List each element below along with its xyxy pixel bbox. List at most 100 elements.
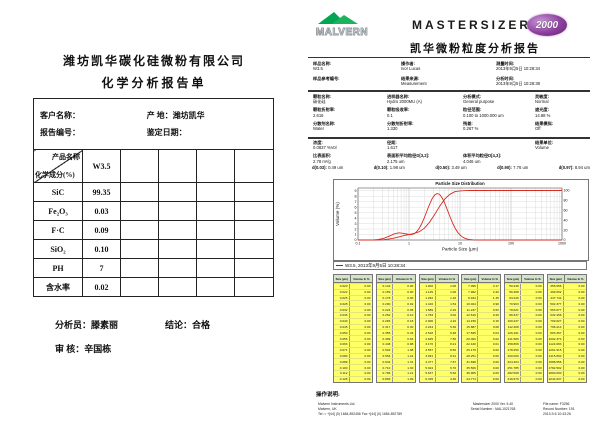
volume-cell: 8.31	[450, 353, 457, 358]
field-label: 比表面积:	[313, 153, 332, 159]
legend-line-sample	[336, 265, 343, 266]
volume-cell: 8.21	[450, 342, 457, 347]
size-cell: 502.377	[548, 301, 564, 307]
size-cell: 0.028	[334, 301, 350, 307]
result-row: 22.440 0.01	[462, 340, 501, 347]
footer-line: Malvern, UK	[318, 407, 337, 412]
malvern-logo: MALVERN	[315, 12, 368, 38]
result-row: 0.710 1.30	[376, 364, 415, 370]
result-row: 100.237 0.00	[505, 317, 544, 324]
size-cell: 0.032	[334, 307, 350, 312]
field-value: Hydro 2000MU (A)	[387, 99, 422, 105]
volume-cell: 8.50	[450, 348, 457, 353]
badge-2000-text: 2000	[535, 19, 559, 31]
size-cell: 0.356	[377, 330, 393, 336]
volume-cell: 1.21	[407, 371, 414, 376]
field-label: 操作者:	[401, 61, 415, 66]
result-row: 3.557 8.50	[419, 346, 458, 353]
result-row: 1.783 3.02	[419, 311, 458, 318]
mastersizer-2000-badge: 2000	[527, 14, 567, 36]
size-cell: 0.317	[377, 324, 393, 330]
size-cell: 0.025	[334, 295, 350, 301]
volume-cell: 0.00	[492, 359, 499, 364]
component-name: SiO₂	[33, 239, 83, 259]
size-cell: 0.045	[334, 324, 350, 330]
svg-text:100: 100	[564, 189, 570, 193]
component-name: 含水率	[33, 277, 83, 297]
result-group: Size (µm) Volume In % 0.020 0.00 0.022 0.00 0.…	[333, 274, 373, 383]
result-row: 355.656 0.00	[547, 283, 586, 289]
size-cell: 0.502	[377, 347, 393, 353]
volume-cell: 0.29	[492, 313, 499, 318]
volume-cell: 0.00	[364, 301, 371, 306]
size-cell: 11.247	[462, 307, 479, 312]
field-label: 分析模式:	[463, 94, 482, 99]
size-cell: 0.252	[377, 312, 393, 318]
volume-column-header: Volume In %	[438, 276, 456, 281]
volume-column-header: Volume In %	[567, 276, 584, 281]
d-value: d(0.10): 1.98 um	[374, 165, 405, 170]
empty-cell	[196, 277, 235, 297]
volume-cell: 0.00	[364, 342, 371, 347]
size-cell: 0.063	[334, 341, 350, 347]
size-cell: 355.656	[548, 284, 564, 289]
size-cell: 1.589	[420, 307, 436, 312]
volume-column-header: Volume In %	[481, 276, 498, 281]
empty-cell	[234, 220, 274, 240]
customer-name-label: 客户名称：	[40, 111, 80, 120]
svg-text:0: 0	[355, 238, 357, 242]
volume-cell: 0.00	[364, 319, 371, 324]
size-cell: 0.036	[334, 312, 350, 318]
size-cell: 70.963	[505, 301, 522, 307]
volume-cell: 0.00	[535, 319, 542, 324]
result-row: 0.356 0.46	[376, 329, 415, 336]
result-row: 0.022 0.00	[334, 288, 372, 295]
volume-cell: 7.50	[450, 336, 457, 341]
result-row: 2.518 6.48	[419, 329, 458, 336]
size-cell: 0.100	[334, 365, 350, 370]
d-value-number: 7.76 um	[513, 165, 529, 170]
size-cell: 0.126	[334, 376, 350, 382]
d-value: d(0.97): 8.94 um	[559, 165, 590, 170]
product-grade-cell: W3.5	[82, 149, 121, 183]
volume-cell: 0.00	[364, 371, 371, 376]
volume-cell: 0.00	[535, 324, 542, 329]
component-value: 0.03	[82, 201, 121, 221]
size-cell: 0.142	[377, 284, 393, 289]
empty-cell	[120, 277, 159, 297]
result-row: 316.979 0.00	[505, 375, 544, 382]
field-value: Measurement	[401, 81, 427, 87]
chem-header-row: 产品名称 化学成分(%) W3.5	[33, 149, 274, 183]
svg-text:5: 5	[355, 211, 357, 215]
svg-text:100: 100	[508, 242, 514, 246]
field-value: Ivor Lucas	[401, 66, 421, 72]
result-row: 0.893 1.09	[376, 375, 415, 382]
field: 比表面积: 2.78 m²/g	[312, 153, 386, 164]
volume-cell: 0.53	[492, 307, 499, 312]
field: 浓度: 0.0837 %Vol	[312, 140, 386, 151]
malvern-mountain-icon	[332, 15, 358, 24]
footer-line: Mastersizer 2000 Ver. 5.40	[472, 402, 514, 406]
result-row: 632.456 0.00	[547, 311, 586, 318]
reviewer-name: 辛国栋	[84, 344, 112, 354]
size-cell: 0.200	[377, 301, 393, 307]
result-row: 28.251 0.00	[462, 352, 501, 359]
result-row: 1.125 1.00	[419, 288, 458, 295]
footer-line: Tel := +[44] (0) 1684-892456 Fax +[44] (…	[318, 412, 402, 417]
svg-text:40: 40	[564, 218, 568, 222]
size-cell: 0.710	[377, 365, 393, 370]
field-value: Off	[535, 126, 541, 132]
psd-report-title: 凯华微粉粒度分析报告	[410, 43, 540, 55]
field-label: 进样器名称:	[387, 94, 410, 99]
volume-cell: 0.00	[535, 290, 542, 295]
size-cell: 2.518	[420, 330, 436, 336]
size-column-header: Size (µm)	[377, 275, 394, 282]
field-value: 0.267 %	[463, 126, 479, 132]
volume-cell: 0.00	[535, 342, 542, 347]
result-row: 1.002 1.00	[419, 283, 458, 289]
chem-footer-analyst-row: 分析员：滕素丽 结论：合格	[55, 318, 210, 331]
result-row: 2244.037 0.00	[547, 375, 586, 382]
empty-cell	[158, 277, 197, 297]
mastersizer-wordmark: MASTERSIZER	[412, 18, 532, 32]
field-value: 0.0837 %Vol	[313, 145, 337, 151]
